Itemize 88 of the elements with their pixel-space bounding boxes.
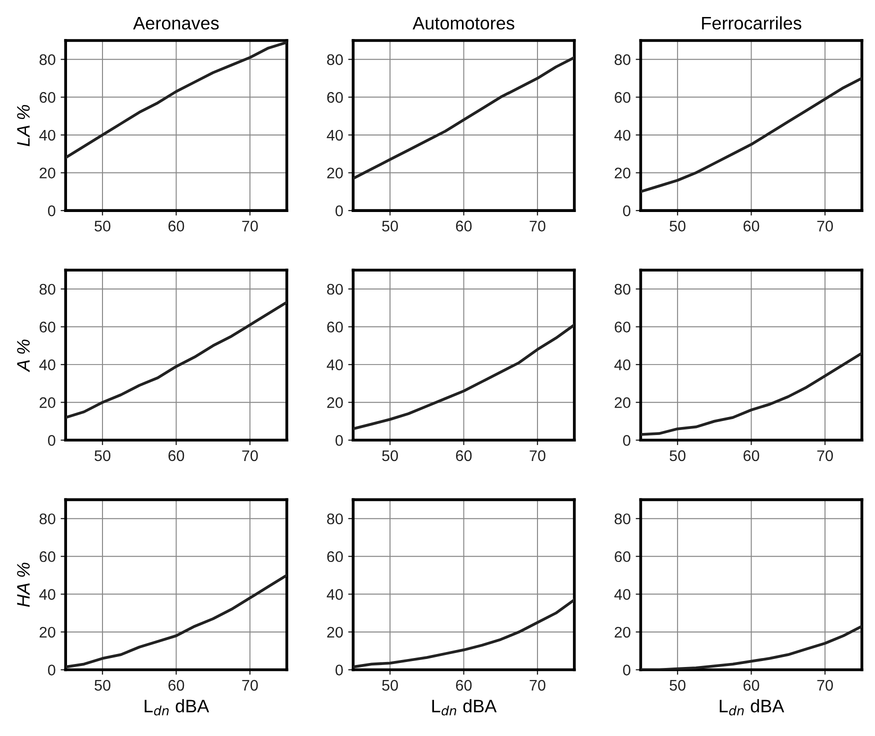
x-tick-label: 60 xyxy=(168,220,184,232)
x-tick-label: 50 xyxy=(382,220,398,232)
x-tick-label: 70 xyxy=(242,220,258,232)
y-tick-label: 80 xyxy=(614,513,630,524)
y-tick-label: 60 xyxy=(327,551,343,562)
x-tick-label: 70 xyxy=(242,450,258,462)
y-tick-label: 0 xyxy=(623,435,630,446)
y-tick-label: 0 xyxy=(48,435,56,446)
y-tick-label: 60 xyxy=(614,92,630,103)
y-tick-label: 40 xyxy=(614,359,630,370)
y-tick-label: 80 xyxy=(614,284,630,295)
y-tick-label: 0 xyxy=(48,664,56,676)
y-tick-label: 0 xyxy=(336,205,343,216)
x-tick-label: 50 xyxy=(94,680,110,691)
x-tick-label: 70 xyxy=(817,220,833,232)
y-tick-label: 60 xyxy=(40,551,56,562)
y-tick-label: 80 xyxy=(40,54,56,66)
y-tick-label: 20 xyxy=(40,168,56,178)
y-tick-label: 40 xyxy=(614,589,630,600)
y-tick-label: 0 xyxy=(48,205,56,216)
x-tick-label: 60 xyxy=(456,680,472,691)
chart-title: Ferrocarriles xyxy=(702,16,802,30)
y-tick-label: 40 xyxy=(39,130,56,141)
x-tick-label: 50 xyxy=(94,220,110,232)
x-tick-label: 60 xyxy=(744,450,760,462)
y-tick-label: 80 xyxy=(614,54,630,66)
x-tick-label: 50 xyxy=(94,450,110,462)
y-tick-label: 20 xyxy=(614,397,630,408)
y-tick-label: 20 xyxy=(327,397,343,408)
y-tick-label: 40 xyxy=(39,359,56,370)
line-series xyxy=(66,574,287,668)
x-tick-label: 60 xyxy=(168,450,184,462)
line-series xyxy=(353,56,574,180)
x-tick-label: 70 xyxy=(530,450,546,462)
x-axis-title: L$_{dn}$ dBA xyxy=(432,699,497,716)
line-series xyxy=(640,76,862,194)
y-tick-label: 60 xyxy=(614,551,630,562)
y-tick-label: 20 xyxy=(614,626,630,638)
y-axis-title: A % xyxy=(17,340,30,372)
y-tick-label: 20 xyxy=(40,626,56,638)
x-tick-label: 50 xyxy=(670,680,686,691)
y-tick-label: 60 xyxy=(327,92,343,103)
x-tick-label: 60 xyxy=(744,220,760,232)
line-series xyxy=(640,352,862,436)
y-tick-label: 80 xyxy=(327,284,343,295)
y-tick-label: 80 xyxy=(40,284,56,295)
x-axis-title: L$_{dn}$ dBA xyxy=(144,699,210,716)
line-series xyxy=(353,598,574,668)
x-tick-label: 60 xyxy=(168,680,184,691)
y-tick-label: 20 xyxy=(327,626,343,638)
x-tick-label: 50 xyxy=(382,680,398,691)
y-tick-label: 20 xyxy=(614,168,630,178)
x-tick-label: 70 xyxy=(242,680,258,691)
y-tick-label: 60 xyxy=(327,322,343,332)
y-axis-title: LA % xyxy=(17,105,30,146)
y-tick-label: 0 xyxy=(336,664,343,676)
x-tick-label: 70 xyxy=(817,680,833,691)
y-tick-label: 80 xyxy=(40,513,56,524)
x-tick-label: 60 xyxy=(456,220,472,232)
y-tick-label: 0 xyxy=(336,435,343,446)
y-tick-label: 80 xyxy=(327,513,343,524)
y-tick-label: 80 xyxy=(327,54,343,66)
x-tick-label: 50 xyxy=(670,450,686,462)
y-tick-label: 40 xyxy=(326,359,343,370)
y-axis-title: HA % xyxy=(17,562,30,607)
y-tick-label: 60 xyxy=(614,322,630,332)
y-tick-label: 60 xyxy=(40,92,56,103)
chart-title: Aeronaves xyxy=(133,16,219,30)
x-tick-label: 70 xyxy=(530,680,546,691)
y-tick-label: 0 xyxy=(623,205,630,216)
line-series xyxy=(66,300,287,419)
chart-title: Automotores xyxy=(412,16,514,30)
y-tick-label: 40 xyxy=(614,130,630,141)
x-tick-label: 60 xyxy=(456,450,472,462)
x-tick-label: 70 xyxy=(817,450,833,462)
y-tick-label: 20 xyxy=(40,397,56,408)
x-tick-label: 60 xyxy=(744,680,760,691)
y-tick-label: 40 xyxy=(39,589,56,600)
line-series xyxy=(353,323,574,430)
x-axis-title: L$_{dn}$ dBA xyxy=(720,699,784,716)
x-tick-label: 50 xyxy=(382,450,398,462)
y-tick-label: 60 xyxy=(40,322,56,332)
x-tick-label: 70 xyxy=(530,220,546,232)
y-tick-label: 0 xyxy=(623,664,630,676)
y-tick-label: 20 xyxy=(327,168,343,178)
y-tick-label: 40 xyxy=(326,589,343,600)
y-tick-label: 40 xyxy=(326,130,343,141)
x-tick-label: 50 xyxy=(670,220,686,232)
